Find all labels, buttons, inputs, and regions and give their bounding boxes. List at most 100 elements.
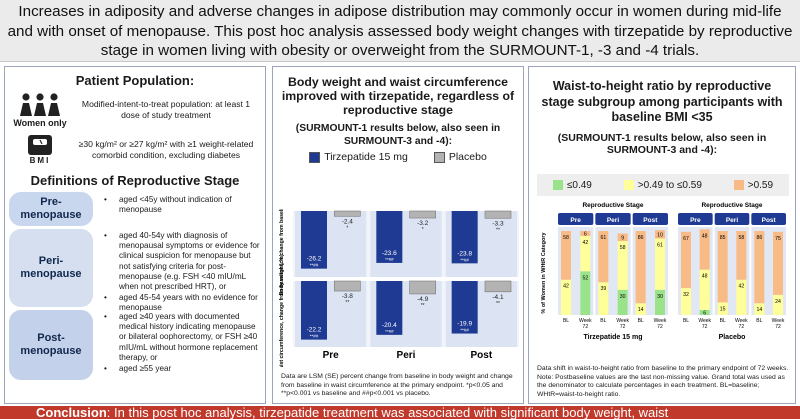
whtr-ylabel: % of Women in WHtR Category <box>541 231 547 313</box>
whtr-segment-label: 15 <box>720 306 726 312</box>
placebo-sig-label: * <box>346 225 348 231</box>
whtr-bar-segment <box>580 231 591 237</box>
whtr-bar-segment <box>754 231 765 304</box>
whtr-x-label: 72 <box>620 324 626 330</box>
placebo-value-label: -2.4 <box>342 218 354 225</box>
conclusion-bar: Conclusion: In this post hoc analysis, t… <box>0 406 800 419</box>
tzp-value-label: -23.6 <box>382 250 397 257</box>
whtr-segment-label: 24 <box>775 299 781 305</box>
whtr-x-label: BL <box>600 318 606 324</box>
whtr-x-label: 72 <box>739 324 745 330</box>
whtr-stage-tab-label: Pre <box>570 217 581 224</box>
whtr-bar-segment <box>717 231 728 303</box>
whtr-bar-segment <box>617 241 628 290</box>
placebo-value-label: -3.8 <box>342 293 354 300</box>
whtr-segment-label: 6 <box>703 310 706 316</box>
tzp-sig-label: **## <box>310 263 319 268</box>
stage-peri-label: Peri- menopause <box>9 229 93 307</box>
women-row: Women only Modified-intent-to-treat popu… <box>5 92 265 128</box>
whtr-bar-segment <box>635 303 646 315</box>
tzp-bar <box>376 211 403 263</box>
bw-category-label: Pre <box>323 350 340 361</box>
tzp-bar <box>376 281 403 335</box>
whtr-x-label: 72 <box>657 324 663 330</box>
placebo-value-label: -3.2 <box>417 220 429 227</box>
whtr-panel: Waist-to-height ratio by reproductive st… <box>528 66 796 404</box>
whtr-bar-segment <box>580 271 591 315</box>
stage-post-label: Post- menopause <box>9 310 93 380</box>
whtr-x-label: Week <box>654 318 667 324</box>
whtr-x-label: 72 <box>583 324 589 330</box>
stage-peri-item-1: aged 40-54y with diagnosis of menopausal… <box>99 231 263 292</box>
stage-post-item-1: aged ≥40 years with documented medical h… <box>99 312 263 363</box>
women-text: Modified-intent-to-treat population: at … <box>81 99 251 120</box>
whtr-x-label: Week <box>579 318 592 324</box>
tzp-value-label: -22.2 <box>307 327 322 334</box>
whtr-segment-label: 14 <box>638 307 644 313</box>
whtr-x-label: BL <box>720 318 726 324</box>
bw-category-label: Post <box>470 350 492 361</box>
population-title: Patient Population: <box>75 73 195 88</box>
whtr-x-label: BL <box>756 318 762 324</box>
whtr-x-label: Week <box>698 318 711 324</box>
whtr-x-label: Week <box>616 318 629 324</box>
stage-peri-item-2: aged 45-54 years with no evidence for me… <box>99 293 263 313</box>
whtr-segment-label: 30 <box>657 294 663 300</box>
whtr-bar-segment <box>617 233 628 242</box>
bw-ylabel-1: Waist circumference, change from baselin… <box>279 254 285 367</box>
whtr-treatment-label: Tirzepatide 15 mg <box>583 334 642 341</box>
placebo-sig-label: ** <box>345 300 349 306</box>
legend-low-label: ≤0.49 <box>566 179 592 191</box>
bw-legend: Tirzepatide 15 mg Placebo <box>273 151 523 163</box>
whtr-segment-label: 58 <box>620 245 626 251</box>
tzp-value-label: -20.4 <box>382 322 397 329</box>
whtr-bar-segment <box>754 303 765 315</box>
bmi-text: ≥30 kg/m² or ≥27 kg/m² with ≥1 weight-re… <box>78 138 254 160</box>
whtr-segment-label: 14 <box>756 307 762 313</box>
placebo-bar <box>409 210 436 219</box>
whtr-x-label: BL <box>683 318 689 324</box>
bw-footnote: Data are LSM (SE) percent change from ba… <box>281 373 513 397</box>
whtr-stage-heading: Reproductive Stage <box>701 202 762 209</box>
whtr-segment-label: 10 <box>657 232 663 238</box>
placebo-sig-label: * <box>422 227 424 233</box>
placebo-bar <box>484 280 512 293</box>
stage-peri: Peri- menopause aged 40-54y with diagnos… <box>9 229 263 312</box>
whtr-stage-heading: Reproductive Stage <box>582 202 643 209</box>
whtr-bar-segment <box>699 309 710 315</box>
whtr-x-label: Week <box>772 318 785 324</box>
whtr-bar-segment <box>561 279 571 315</box>
whtr-bar-segment <box>699 269 710 310</box>
placebo-bar <box>409 280 436 295</box>
stage-pre-label: Pre- menopause <box>9 192 93 226</box>
stage-post: Post- menopause aged ≥40 years with docu… <box>9 310 263 380</box>
tzp-bar <box>301 281 327 340</box>
whtr-segment-label: 61 <box>657 243 663 249</box>
tzp-value-label: -19.9 <box>457 321 472 328</box>
whtr-segment-label: 9 <box>621 235 624 241</box>
whtr-bar-segment <box>598 282 609 315</box>
whtr-bar-segment <box>617 289 628 315</box>
placebo-sig-label: ** <box>421 303 425 309</box>
whtr-bar-segment <box>681 288 691 315</box>
body-weight-chart: -26.2**##-2.4*-23.6**##-3.2*-23.8**##-3.… <box>279 209 519 367</box>
placebo-sig-label: ** <box>496 227 500 233</box>
whtr-bar-segment <box>699 229 710 270</box>
stage-pre-item-1: aged <45y without indication of menopaus… <box>99 195 263 215</box>
placebo-value-label: -4.9 <box>417 296 429 303</box>
whtr-bar-segment <box>736 231 747 280</box>
whtr-stage-tab-label: Post <box>762 217 777 224</box>
legend-tzp-swatch <box>309 151 321 163</box>
whtr-segment-label: 86 <box>638 235 644 241</box>
whtr-x-label: Week <box>735 318 748 324</box>
whtr-segment-label: 32 <box>683 292 689 298</box>
whtr-segment-label: 48 <box>702 274 708 280</box>
tzp-value-label: -23.8 <box>457 250 472 257</box>
body-weight-panel: Body weight and waist circumference impr… <box>272 66 524 404</box>
whtr-chart: % of Women in WHtR Category Reproductive … <box>541 202 786 341</box>
placebo-sig-label: ** <box>496 301 500 307</box>
tzp-sig-label: **## <box>460 328 469 333</box>
whtr-bar-segment <box>773 294 783 315</box>
legend-high-label: >0.59 <box>747 179 774 191</box>
whtr-x-label: 72 <box>775 324 781 330</box>
